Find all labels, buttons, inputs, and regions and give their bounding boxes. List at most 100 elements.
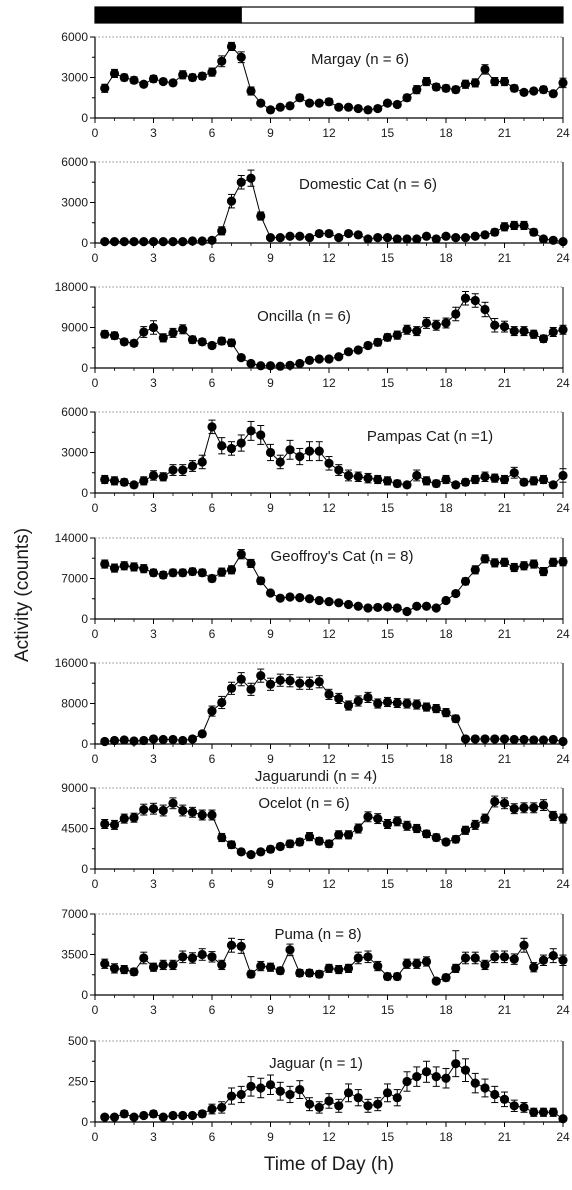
data-point (178, 735, 188, 746)
x-tick-label: 21 (498, 1130, 512, 1144)
data-point (236, 177, 246, 187)
data-point (295, 451, 305, 462)
data-point (509, 326, 519, 336)
data-point (139, 953, 149, 963)
data-point (509, 954, 519, 964)
x-tick-label: 24 (556, 1003, 570, 1017)
data-point (295, 592, 305, 603)
data-point (236, 52, 246, 62)
data-point (460, 79, 471, 89)
data-point (148, 804, 159, 814)
data-point (460, 1065, 471, 1075)
x-tick-label: 15 (381, 376, 395, 390)
x-tick-label: 21 (498, 627, 512, 641)
data-point (343, 228, 354, 239)
data-point (548, 327, 558, 337)
data-point (412, 823, 422, 834)
data-point (480, 554, 490, 564)
data-point (265, 105, 276, 115)
data-point (265, 962, 276, 972)
data-point (139, 476, 149, 486)
series-line (104, 674, 564, 742)
light-bar-segment-dark (94, 6, 242, 24)
data-point (402, 325, 412, 335)
data-point (139, 79, 149, 89)
data-point (168, 237, 178, 247)
data-point (480, 814, 490, 824)
x-tick-label: 15 (381, 627, 395, 641)
data-point (412, 85, 422, 95)
panel-6: 0 8000 16000 0 3 6 9 12 15 18 21 24 Jaguarundi (n = … (55, 656, 570, 785)
data-point (373, 961, 383, 971)
data-point (441, 318, 451, 328)
data-point (470, 1078, 480, 1088)
data-point (168, 465, 178, 475)
x-tick-label: 24 (556, 251, 570, 265)
x-tick-label: 12 (322, 752, 336, 766)
data-point (343, 963, 354, 973)
data-point (509, 734, 519, 745)
panel-8: 0 3500 7000 0 3 6 9 12 15 18 21 24 Puma (n = 8) (61, 907, 570, 1017)
data-point (538, 234, 549, 244)
data-point (129, 338, 139, 348)
data-point (100, 736, 110, 747)
data-point (285, 592, 295, 602)
data-point (187, 734, 198, 744)
data-point (382, 819, 393, 829)
x-tick-label: 18 (439, 126, 453, 140)
data-point (207, 422, 217, 432)
data-point (129, 736, 139, 746)
data-point (490, 734, 500, 744)
data-point (139, 1110, 149, 1121)
data-point (519, 1102, 529, 1113)
x-tick-label: 3 (150, 1130, 157, 1144)
data-point (119, 237, 129, 247)
data-point (431, 832, 441, 843)
data-point (275, 675, 285, 685)
panel-9: 0 250 500 0 3 6 9 12 15 18 21 24 Jaguar (n = 1) (68, 1034, 570, 1144)
data-point (246, 1081, 256, 1091)
data-point (499, 76, 510, 87)
data-point (158, 76, 168, 87)
data-point (558, 736, 568, 747)
data-point (343, 599, 354, 610)
data-point (529, 803, 539, 813)
data-point (178, 237, 188, 247)
data-point (490, 227, 500, 237)
data-point (217, 441, 227, 451)
x-tick-label: 0 (92, 251, 99, 265)
data-point (158, 472, 168, 482)
data-point (519, 561, 529, 571)
data-point (538, 474, 549, 485)
data-point (431, 320, 441, 330)
data-point (421, 601, 432, 611)
data-point (314, 595, 324, 606)
data-point (480, 472, 490, 482)
data-point (158, 1112, 168, 1122)
data-point (178, 568, 188, 578)
data-point (129, 75, 139, 85)
panel-label: Jaguar (n = 1) (269, 1055, 363, 1072)
data-point (441, 83, 451, 93)
data-point (363, 473, 373, 483)
data-point (109, 820, 120, 830)
x-tick-label: 12 (322, 376, 336, 390)
data-point (558, 557, 568, 567)
data-point (441, 1073, 451, 1083)
data-point (129, 967, 139, 977)
data-point (529, 227, 539, 237)
x-tick-label: 21 (498, 752, 512, 766)
data-point (187, 335, 198, 345)
data-point (334, 102, 344, 112)
data-point (519, 734, 529, 745)
data-point (275, 457, 285, 467)
light-dark-bar (94, 6, 564, 24)
data-point (275, 102, 285, 112)
data-point (412, 234, 422, 244)
data-point (178, 70, 188, 80)
data-point (509, 562, 519, 573)
data-point (529, 476, 539, 486)
x-tick-label: 24 (556, 501, 570, 515)
data-point (265, 361, 276, 371)
data-point (480, 734, 490, 744)
